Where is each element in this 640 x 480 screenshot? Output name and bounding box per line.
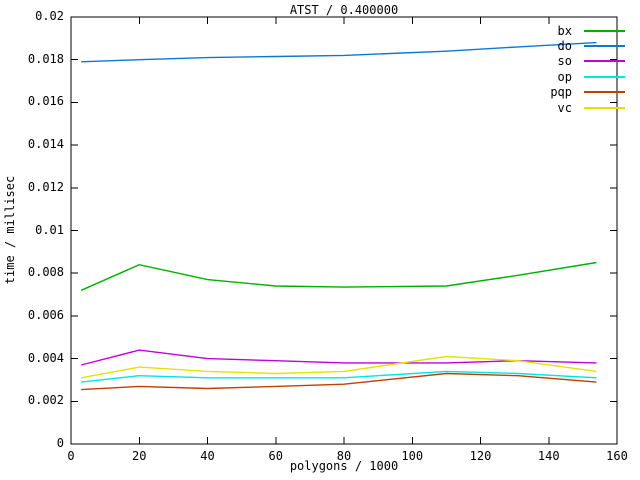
y-tick-label: 0.018 [27,51,64,66]
legend-item-vc: vc [0,100,625,115]
x-axis-label: polygons / 1000 [289,459,399,473]
y-tick-label: 0.006 [27,307,64,322]
legend-item-bx: bx [0,23,625,38]
x-tick-label: 0 [67,449,75,463]
series-line-op [81,370,597,383]
y-tick-label: 0.004 [27,350,64,365]
x-tick-label: 60 [268,449,283,463]
series-line-vc [81,355,597,379]
legend-label: bx [557,23,572,38]
y-tick-label: 0.02 [35,9,64,23]
legend-swatch [584,45,625,48]
legend-item-do: do [0,38,625,53]
legend-label: so [557,54,572,69]
y-tick-label: 0.002 [27,393,64,408]
legend-label: vc [557,100,572,115]
series-line-pqp [81,372,597,391]
x-tick-label: 100 [401,449,424,463]
y-tick-label: 0.008 [27,265,64,280]
x-tick-label: 120 [469,449,492,463]
y-tick-label: 0.016 [27,94,64,109]
y-axis-label: time / millisec [3,175,17,285]
legend-swatch [584,29,625,32]
legend: bx do so op pqp vc [0,23,625,115]
series-line-so [81,349,597,366]
legend-item-op: op [0,69,625,84]
chart-title: ATST / 0.400000 [289,3,399,17]
x-tick-label: 80 [336,449,352,463]
legend-item-pqp: pqp [0,85,625,100]
x-tick-label: 40 [200,449,215,463]
y-tick-label: 0.012 [27,179,64,194]
legend-label: op [557,69,572,84]
legend-label: do [557,39,572,54]
y-tick-label: 0.014 [27,137,64,152]
legend-swatch [584,91,625,94]
legend-item-so: so [0,54,625,69]
x-tick-label: 20 [132,449,147,463]
y-tick-label: 0.01 [35,222,64,237]
series-line-do [81,41,597,63]
x-tick-label: 160 [606,449,628,463]
legend-swatch [584,60,625,63]
legend-swatch [584,75,625,78]
y-tick-label: 0 [56,436,64,450]
legend-label: pqp [550,85,572,100]
legend-swatch [584,106,625,109]
x-tick-label: 140 [537,449,560,463]
series-line-bx [80,261,597,291]
